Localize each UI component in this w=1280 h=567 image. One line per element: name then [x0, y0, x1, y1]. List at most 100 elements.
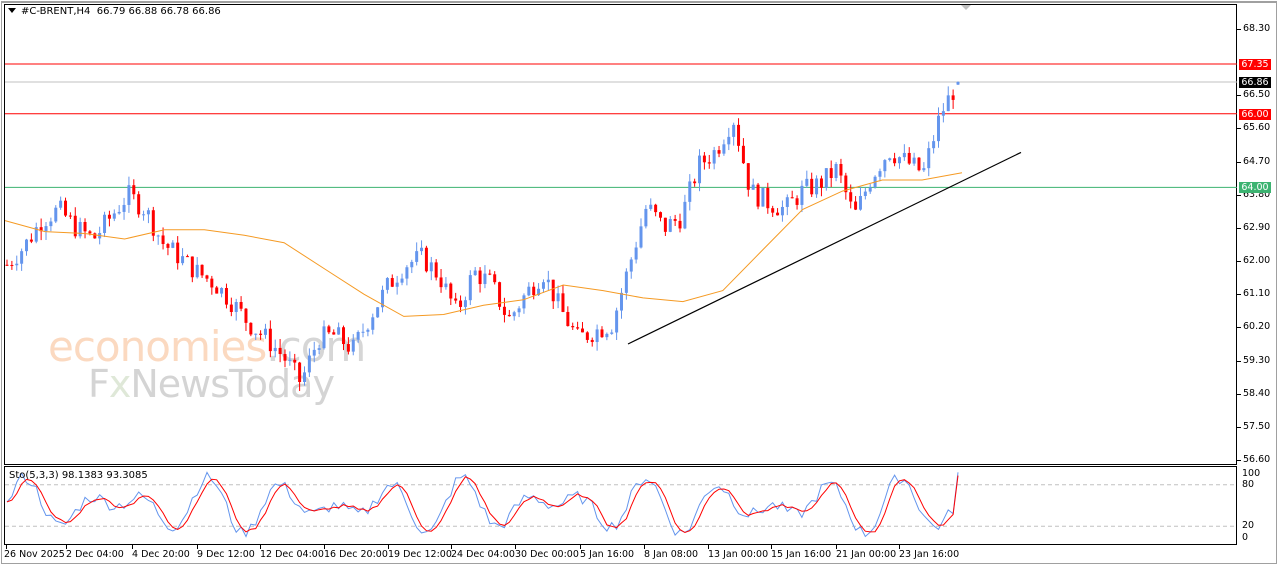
- candle-body: [507, 314, 511, 317]
- candle-body: [454, 298, 458, 301]
- time-tick: [708, 545, 709, 549]
- candle-body: [400, 278, 404, 283]
- price-tick: [1237, 261, 1241, 263]
- candle-body: [785, 197, 789, 207]
- candle-body: [498, 282, 502, 307]
- time-label: 12 Dec 04:00: [260, 549, 324, 560]
- candle-body: [917, 157, 921, 171]
- candle-body: [805, 178, 809, 186]
- chart-shift-marker[interactable]: [961, 5, 971, 10]
- price-tick: [1237, 29, 1241, 30]
- candle-body: [849, 192, 853, 202]
- candle-body: [571, 326, 575, 328]
- candle-body: [537, 288, 541, 296]
- candle-body: [161, 235, 165, 245]
- candle-body: [624, 271, 628, 293]
- ascending-trendline: [627, 151, 1022, 345]
- candle-body: [922, 168, 926, 171]
- stochastic-pane[interactable]: [4, 466, 1237, 545]
- candle-body: [858, 195, 862, 210]
- candle-body: [88, 231, 92, 234]
- candle-body: [522, 295, 526, 309]
- candle-body: [112, 213, 116, 219]
- price-tick: [1237, 161, 1241, 163]
- candle-body: [776, 212, 780, 216]
- candle-body: [834, 163, 838, 179]
- dropdown-arrow-icon[interactable]: [8, 8, 16, 13]
- candle-body: [122, 204, 126, 212]
- candle-body: [34, 227, 38, 242]
- candle-body: [39, 227, 43, 232]
- candle-body: [302, 372, 306, 383]
- candle-body: [473, 270, 477, 276]
- price-label: 64.70: [1243, 155, 1271, 167]
- candle-body: [527, 286, 531, 296]
- price-tick: [1237, 426, 1241, 428]
- candle-body: [83, 221, 87, 232]
- time-tick: [66, 545, 67, 549]
- time-label: 2 Dec 04:00: [66, 549, 124, 560]
- candle-body: [693, 181, 697, 184]
- price-label: 58.40: [1243, 387, 1271, 399]
- time-tick: [899, 545, 900, 549]
- candle-body: [346, 344, 350, 352]
- candle-body: [298, 362, 302, 383]
- candle-body: [327, 326, 331, 333]
- candle-body: [142, 214, 146, 216]
- candle-body: [878, 171, 882, 177]
- candle-body: [410, 261, 414, 268]
- time-label: 26 Nov 2025: [4, 549, 65, 560]
- price-tag: 64.00: [1239, 182, 1271, 194]
- candle-body: [551, 279, 555, 302]
- price-tick: [1237, 393, 1241, 395]
- candle-body: [946, 95, 950, 112]
- candle-body: [444, 283, 448, 288]
- price-tick: [1237, 327, 1241, 329]
- candle-body: [722, 144, 726, 154]
- candle-body: [337, 327, 341, 335]
- candle-body: [59, 200, 63, 208]
- candle-body: [741, 145, 745, 164]
- candle-body: [5, 264, 9, 266]
- candle-body: [307, 355, 311, 373]
- candle-body: [824, 168, 828, 188]
- candle-body: [717, 150, 721, 154]
- time-tick: [260, 545, 261, 549]
- candle-body: [273, 347, 277, 352]
- candle-body: [429, 262, 433, 272]
- time-tick: [324, 545, 325, 549]
- stochastic-signal-line: [6, 475, 959, 534]
- time-label: 5 Jan 16:00: [580, 549, 635, 560]
- candle-body: [405, 267, 409, 279]
- candle-body: [44, 226, 48, 232]
- moving-average-line: [4, 172, 963, 317]
- candle-body: [512, 312, 516, 317]
- candle-body: [195, 264, 199, 278]
- candle-body: [415, 251, 419, 262]
- candle-body: [810, 178, 814, 195]
- candle-body: [420, 247, 424, 252]
- candle-body: [395, 282, 399, 287]
- candle-body: [639, 226, 643, 248]
- candle-body: [605, 333, 609, 338]
- candle-body: [459, 300, 463, 307]
- candle-body: [263, 328, 267, 335]
- candle-body: [171, 242, 175, 248]
- candle-body: [424, 247, 428, 272]
- candle-body: [561, 293, 565, 312]
- candle-body: [902, 152, 906, 158]
- candle-body: [468, 275, 472, 301]
- time-tick: [132, 545, 133, 549]
- candle-body: [732, 124, 736, 137]
- candle-body: [595, 329, 599, 343]
- price-chart-pane[interactable]: [4, 4, 1237, 465]
- candle-body: [546, 279, 550, 283]
- time-tick: [644, 545, 645, 549]
- candle-body: [712, 150, 716, 164]
- candle-body: [941, 111, 945, 116]
- candle-body: [249, 322, 253, 335]
- candle-body: [156, 235, 160, 237]
- candle-body: [54, 207, 58, 222]
- candle-body: [815, 178, 819, 195]
- time-label: 9 Dec 12:00: [197, 549, 255, 560]
